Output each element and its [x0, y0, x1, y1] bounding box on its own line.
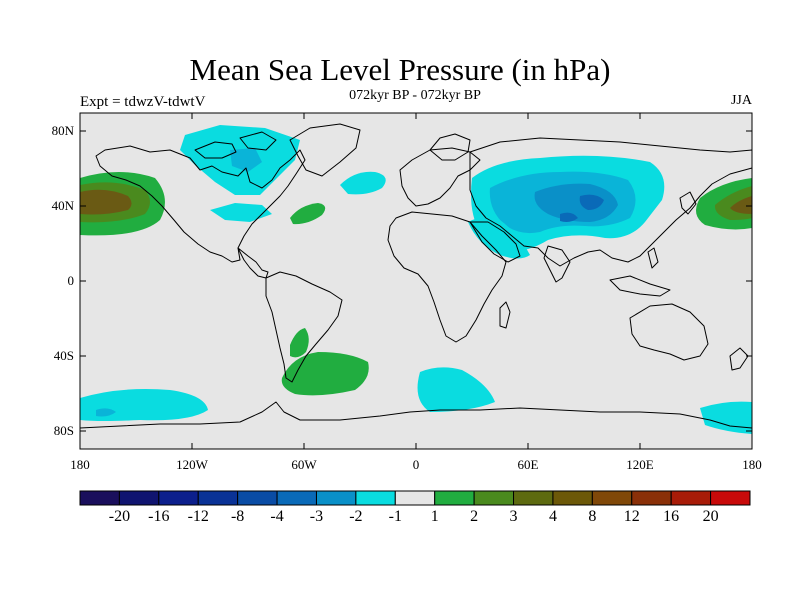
colorbar-label: 8 [588, 508, 597, 525]
lat-tick-marks [80, 130, 752, 432]
lon-label-0: 0 [412, 457, 420, 472]
coast-madagascar [499, 301, 511, 329]
coast-south-america [265, 271, 343, 383]
anomaly-pacific-east-core [730, 196, 752, 214]
anomaly-eurasia-blue3b [560, 212, 578, 222]
anomaly-us-east [210, 203, 272, 222]
colorbar-swatch [158, 490, 199, 506]
experiment-label: Expt = tdwzV-tdwtV [80, 94, 206, 110]
colorbar-swatch [552, 490, 593, 506]
lon-label-60w: 60W [291, 457, 317, 472]
coast-europe [399, 147, 481, 207]
lat-label-0: 0 [67, 273, 75, 288]
colorbar-label: 12 [623, 508, 640, 525]
coast-arabia [469, 221, 521, 263]
anomaly-eurasia-blue2 [534, 183, 618, 222]
coast-arctic-islands [194, 141, 237, 159]
colorbar-swatch [276, 490, 317, 506]
anomaly-southern-west-inner [96, 408, 116, 417]
colorbar-swatch [118, 490, 160, 506]
lon-label-60e: 60E [517, 457, 539, 472]
colorbar-swatch [473, 490, 515, 506]
coast-arctic-islands-2 [239, 131, 277, 151]
colorbar-label: 2 [470, 508, 479, 525]
anomaly-pacific-west-core [80, 189, 132, 215]
anomaly-fields [80, 125, 752, 434]
colorbar-swatch [670, 490, 712, 506]
coast-africa [387, 211, 507, 343]
anomaly-middle-east [468, 217, 530, 259]
coast-indonesia [609, 275, 671, 297]
coast-north-america [95, 145, 306, 263]
colorbar-label: -8 [230, 508, 245, 525]
colorbar-label: 4 [548, 508, 557, 525]
coast-greenland [289, 123, 361, 177]
map-title: Mean Sea Level Pressure (in hPa) [189, 52, 611, 87]
coast-asia [469, 137, 753, 267]
coast-new-zealand [729, 347, 749, 371]
colorbar-label: -3 [309, 508, 324, 525]
anomaly-south-atlantic [281, 352, 369, 396]
lon-label-120e: 120E [626, 457, 654, 472]
anomaly-eurasia-blue3 [579, 194, 604, 210]
period-label: 072kyr BP - 072kyr BP [349, 88, 481, 103]
lat-label-40s: 40S [53, 348, 74, 363]
anomaly-canada-inner [230, 148, 262, 172]
colorbar-swatch [434, 490, 475, 506]
coast-scandinavia [429, 133, 471, 161]
colorbar-label: 16 [663, 508, 680, 525]
colorbar-swatch [79, 490, 120, 506]
colorbar-swatch [394, 490, 436, 506]
colorbar-swatch [631, 490, 672, 506]
colorbar-label: 1 [430, 508, 439, 525]
colorbar [79, 490, 751, 506]
colorbar-swatch [237, 490, 278, 506]
lat-label-80s: 80S [53, 423, 74, 438]
coast-philippines [647, 247, 659, 269]
coast-japan [679, 191, 697, 215]
coast-antarctica [79, 401, 753, 429]
anomaly-southern-east [700, 401, 752, 434]
colorbar-label: 3 [509, 508, 518, 525]
colorbar-label: -20 [108, 508, 131, 525]
colorbar-label: 20 [702, 508, 719, 525]
coast-australia [629, 303, 709, 361]
coast-india [543, 245, 571, 283]
season-label: JJA [730, 93, 752, 108]
anomaly-southern-atlantic-cyan [417, 367, 495, 412]
colorbar-swatch [710, 490, 751, 506]
coast-central-america [237, 247, 269, 279]
colorbar-label: -16 [148, 508, 170, 525]
lat-label-80n: 80N [51, 123, 74, 138]
colorbar-swatch [197, 490, 239, 506]
lon-tick-marks [191, 113, 641, 449]
anomaly-patagonia [290, 328, 309, 358]
lon-label-180e: 180 [742, 457, 762, 472]
colorbar-label: -2 [349, 508, 363, 525]
coastlines [79, 123, 753, 429]
colorbar-swatch [591, 490, 633, 506]
lon-label-120w: 120W [176, 457, 208, 472]
colorbar-swatch [355, 490, 396, 506]
colorbar-swatch [315, 490, 357, 506]
colorbar-label: -1 [388, 508, 402, 525]
lat-label-40n: 40N [51, 198, 74, 213]
anomaly-north-atlantic [340, 171, 386, 195]
colorbar-label: -12 [187, 508, 209, 525]
anomaly-atlantic-green [290, 203, 326, 225]
colorbar-label: -4 [270, 508, 284, 525]
colorbar-swatch [513, 490, 554, 506]
lon-label-180w: 180 [70, 457, 90, 472]
